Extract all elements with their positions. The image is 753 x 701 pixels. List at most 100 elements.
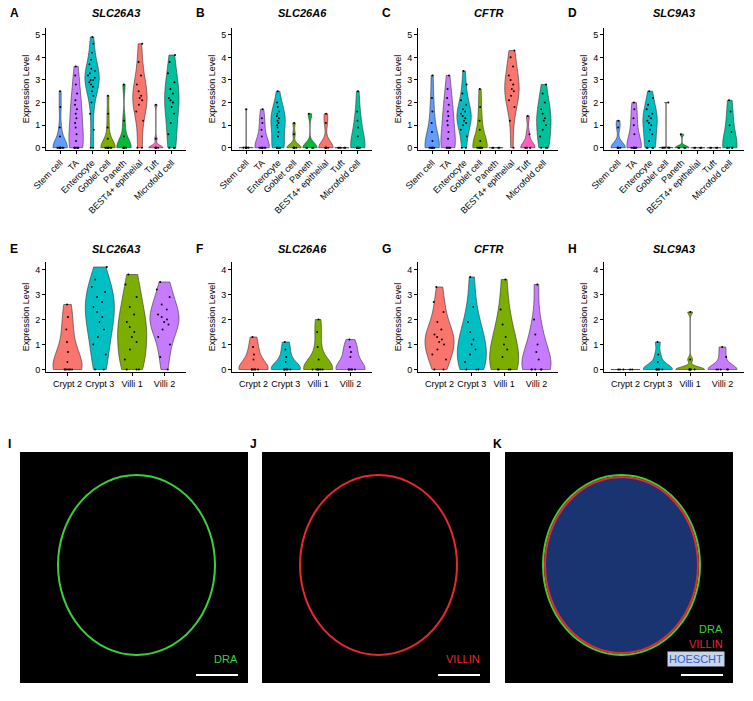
- svg-text:5: 5: [35, 30, 40, 40]
- svg-text:Villi 1: Villi 1: [493, 379, 514, 389]
- svg-text:B: B: [196, 6, 205, 20]
- svg-text:0: 0: [35, 365, 40, 375]
- svg-text:G: G: [382, 242, 391, 256]
- svg-text:Expression Level: Expression Level: [21, 283, 31, 352]
- svg-text:J: J: [250, 437, 257, 451]
- svg-text:3: 3: [221, 75, 226, 85]
- svg-text:SLC26A6: SLC26A6: [278, 7, 327, 19]
- svg-text:Villi 2: Villi 2: [526, 379, 547, 389]
- svg-text:0: 0: [407, 143, 412, 153]
- svg-text:VILLIN: VILLIN: [689, 638, 723, 650]
- svg-text:1: 1: [407, 120, 412, 130]
- svg-text:SLC9A3: SLC9A3: [653, 7, 695, 19]
- svg-text:3: 3: [35, 290, 40, 300]
- svg-text:2: 2: [407, 98, 412, 108]
- svg-text:CFTR: CFTR: [474, 243, 503, 255]
- svg-text:0: 0: [35, 143, 40, 153]
- svg-text:Stem cell: Stem cell: [218, 158, 251, 191]
- svg-text:1: 1: [221, 120, 226, 130]
- svg-text:3: 3: [593, 290, 598, 300]
- svg-text:SLC9A3: SLC9A3: [653, 243, 695, 255]
- svg-text:4: 4: [407, 53, 412, 63]
- svg-text:Villi 1: Villi 1: [679, 379, 700, 389]
- svg-text:SLC26A3: SLC26A3: [92, 7, 140, 19]
- svg-text:SLC26A3: SLC26A3: [92, 243, 140, 255]
- svg-text:4: 4: [593, 53, 598, 63]
- svg-text:A: A: [10, 6, 19, 20]
- svg-text:1: 1: [593, 120, 598, 130]
- svg-text:TA: TA: [252, 158, 267, 173]
- svg-text:Tuft: Tuft: [143, 157, 161, 175]
- svg-text:2: 2: [407, 315, 412, 325]
- svg-text:3: 3: [221, 290, 226, 300]
- svg-text:H: H: [568, 242, 577, 256]
- svg-text:Enterocyte: Enterocyte: [617, 158, 654, 195]
- svg-text:BEST4+ epithelial: BEST4+ epithelial: [459, 158, 517, 216]
- svg-text:Villi 2: Villi 2: [340, 379, 361, 389]
- svg-text:2: 2: [221, 315, 226, 325]
- svg-text:5: 5: [593, 30, 598, 40]
- svg-text:4: 4: [407, 265, 412, 275]
- svg-text:I: I: [8, 437, 11, 451]
- svg-text:Stem cell: Stem cell: [404, 158, 437, 191]
- svg-text:Enterocyte: Enterocyte: [245, 158, 282, 195]
- svg-text:Villi 2: Villi 2: [154, 379, 175, 389]
- svg-text:5: 5: [221, 30, 226, 40]
- svg-text:DRA: DRA: [699, 623, 723, 635]
- svg-text:Villi 2: Villi 2: [712, 379, 733, 389]
- svg-text:Enterocyte: Enterocyte: [431, 158, 468, 195]
- svg-text:CFTR: CFTR: [474, 7, 503, 19]
- svg-text:Expression Level: Expression Level: [207, 283, 217, 352]
- svg-text:0: 0: [407, 365, 412, 375]
- svg-text:Paneth: Paneth: [287, 158, 314, 185]
- svg-text:Expression Level: Expression Level: [579, 55, 589, 124]
- svg-text:1: 1: [35, 120, 40, 130]
- svg-text:Expression Level: Expression Level: [579, 283, 589, 352]
- svg-text:Crypt 3: Crypt 3: [457, 379, 486, 389]
- svg-text:1: 1: [593, 340, 598, 350]
- svg-text:4: 4: [221, 53, 226, 63]
- svg-text:Expression Level: Expression Level: [393, 283, 403, 352]
- svg-text:Tuft: Tuft: [701, 157, 719, 175]
- svg-text:Goblet cell: Goblet cell: [75, 158, 112, 195]
- svg-text:TA: TA: [66, 158, 81, 173]
- svg-text:2: 2: [221, 98, 226, 108]
- svg-text:0: 0: [593, 143, 598, 153]
- svg-text:4: 4: [35, 265, 40, 275]
- svg-text:Crypt 2: Crypt 2: [53, 379, 82, 389]
- svg-text:Goblet cell: Goblet cell: [261, 158, 298, 195]
- svg-text:BEST4+ epithelial: BEST4+ epithelial: [273, 158, 331, 216]
- svg-text:Villi 1: Villi 1: [121, 379, 142, 389]
- svg-text:Expression Level: Expression Level: [21, 55, 31, 124]
- svg-text:Paneth: Paneth: [101, 158, 128, 185]
- svg-text:Crypt 2: Crypt 2: [425, 379, 454, 389]
- svg-text:F: F: [196, 242, 203, 256]
- svg-text:3: 3: [407, 290, 412, 300]
- svg-text:2: 2: [593, 315, 598, 325]
- svg-text:Crypt 2: Crypt 2: [611, 379, 640, 389]
- svg-text:VILLIN: VILLIN: [446, 653, 480, 665]
- svg-text:Tuft: Tuft: [515, 157, 533, 175]
- svg-text:C: C: [382, 6, 391, 20]
- svg-text:Crypt 3: Crypt 3: [271, 379, 300, 389]
- svg-text:Expression Level: Expression Level: [393, 55, 403, 124]
- svg-text:4: 4: [221, 265, 226, 275]
- svg-text:Goblet cell: Goblet cell: [447, 158, 484, 195]
- svg-text:Villi 1: Villi 1: [307, 379, 328, 389]
- svg-text:E: E: [10, 242, 18, 256]
- svg-text:1: 1: [35, 340, 40, 350]
- svg-text:Microfold cell: Microfold cell: [132, 158, 176, 202]
- svg-text:HOESCHT: HOESCHT: [669, 653, 723, 665]
- svg-text:1: 1: [407, 340, 412, 350]
- svg-text:4: 4: [35, 53, 40, 63]
- svg-text:3: 3: [35, 75, 40, 85]
- svg-text:3: 3: [407, 75, 412, 85]
- svg-text:2: 2: [35, 315, 40, 325]
- svg-text:BEST4+ epithelial: BEST4+ epithelial: [87, 158, 145, 216]
- svg-text:0: 0: [221, 365, 226, 375]
- svg-text:D: D: [568, 6, 577, 20]
- svg-text:0: 0: [221, 143, 226, 153]
- svg-text:DRA: DRA: [214, 653, 238, 665]
- svg-text:Stem cell: Stem cell: [32, 158, 65, 191]
- svg-text:Expression Level: Expression Level: [207, 55, 217, 124]
